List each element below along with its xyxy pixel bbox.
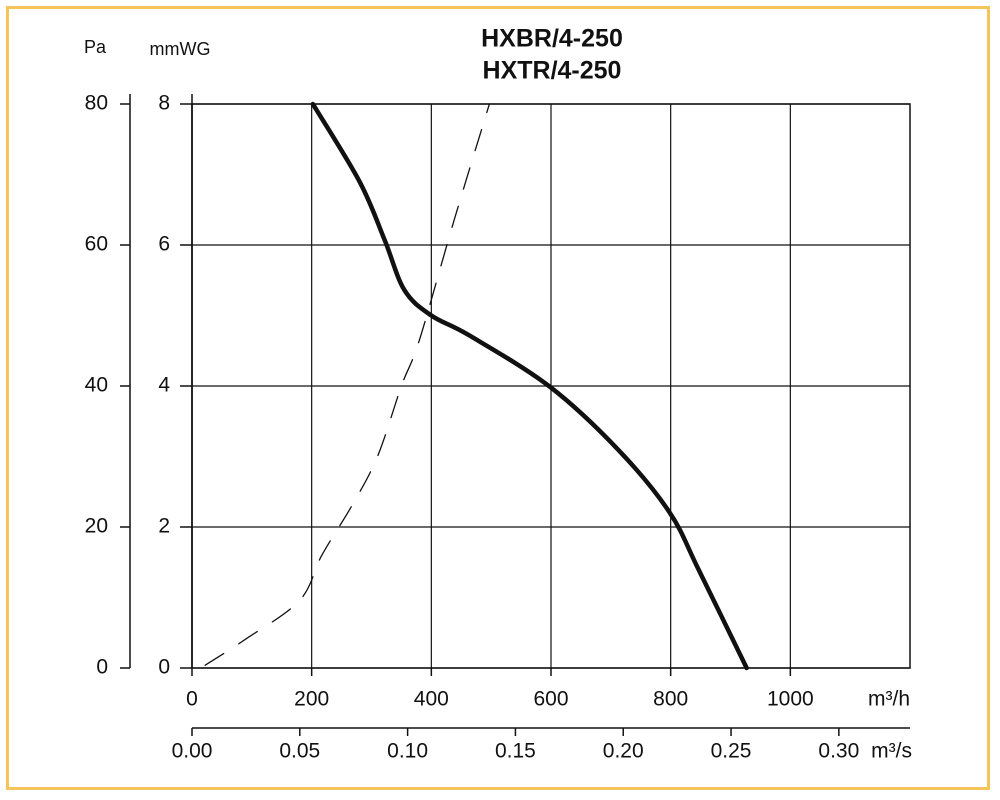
y2-tick-label: 2 <box>158 515 170 538</box>
x2-tick-label: 0.20 <box>603 740 644 763</box>
x-tick-label: 200 <box>294 688 329 711</box>
chart-subtitle: HXTR/4-250 <box>483 57 622 85</box>
x2-tick-label: 0.15 <box>495 740 536 763</box>
x-tick-label: 600 <box>533 688 568 711</box>
y-tick-label: 0 <box>96 656 108 679</box>
fan-curve <box>310 101 749 671</box>
x-tick-label: 0 <box>186 688 198 711</box>
frame <box>6 6 990 790</box>
x2-tick-label: 0.30 <box>818 740 859 763</box>
y2-tick-label: 4 <box>158 374 170 397</box>
y-tick-label: 20 <box>85 515 108 538</box>
y-tick-label: 40 <box>85 374 108 397</box>
y-tick-label: 80 <box>85 92 108 115</box>
y2-tick-label: 0 <box>158 656 170 679</box>
x2-tick-label: 0.00 <box>172 740 213 763</box>
x2-tick-label: 0.25 <box>711 740 752 763</box>
y2-tick-label: 6 <box>158 233 170 256</box>
y-tick-label: 60 <box>85 233 108 256</box>
y-axis-label: Pa <box>84 37 107 57</box>
x-tick-label: 1000 <box>767 688 814 711</box>
y2-tick-label: 8 <box>158 92 170 115</box>
x-tick-label: 800 <box>653 688 688 711</box>
x-axis-label: m³/h <box>868 688 910 711</box>
chart-title: HXBR/4-250 <box>481 25 623 53</box>
x2-axis-label: m³/s <box>871 740 912 763</box>
x2-tick-label: 0.10 <box>387 740 428 763</box>
y2-axis-label: mmWG <box>150 39 211 59</box>
x-tick-label: 400 <box>414 688 449 711</box>
x2-tick-label: 0.05 <box>279 740 320 763</box>
system-curve <box>204 103 491 666</box>
